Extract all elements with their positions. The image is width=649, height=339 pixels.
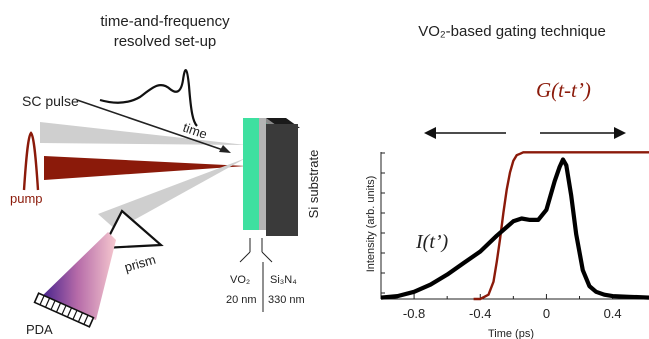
prism-icon	[101, 209, 164, 250]
gate-label: G(t-t’)	[536, 78, 591, 102]
x-tick-label: -0.8	[403, 306, 425, 321]
sample-stack	[243, 118, 300, 236]
y-axis-ticks	[381, 152, 385, 294]
x-axis-ticks: -0.8 -0.4 0 0.4	[380, 294, 647, 321]
si-substrate-layer	[266, 124, 298, 236]
y-axis-label: Intensity (arb. units)	[365, 176, 377, 273]
pump-beam	[44, 156, 246, 180]
vo2-material-label: VO₂	[230, 274, 250, 286]
photodiode-array-icon	[33, 292, 95, 328]
si3n4-layer	[259, 118, 266, 230]
probe-beam	[40, 122, 246, 145]
x-tick-label: 0.4	[604, 306, 622, 321]
setup-title-line2: resolved set-up	[114, 33, 217, 50]
substrate-label: Si substrate	[306, 150, 321, 219]
pump-label: pump	[10, 191, 43, 206]
time-arrowhead-icon	[219, 145, 231, 153]
right-arrow-icon	[614, 127, 626, 139]
vo2-layer	[243, 118, 259, 230]
x-tick-label: 0	[543, 306, 550, 321]
si3n4-thickness-label: 330 nm	[268, 294, 305, 306]
series-line-intensity	[380, 157, 649, 300]
gating-panel: VO₂-based gating technique -0.8 -0.4 0 0.4 …	[365, 23, 649, 339]
si3n4-material-label: Si₃N₄	[270, 274, 297, 286]
setup-title-line1: time-and-frequency	[100, 13, 230, 30]
left-arrow-icon	[424, 127, 436, 139]
dispersed-spectrum	[38, 232, 116, 320]
time-axis-arrow	[76, 99, 227, 152]
reflected-beam	[98, 158, 246, 230]
series-line-gate	[473, 151, 649, 301]
pda-label: PDA	[26, 322, 53, 337]
x-axis-label: Time (ps)	[488, 328, 534, 339]
x-tick-label: -0.4	[469, 306, 491, 321]
sc-pulse-trace	[99, 69, 198, 127]
vo2-thickness-label: 20 nm	[226, 294, 257, 306]
intensity-label: I(t’)	[415, 231, 449, 253]
prism-label: prism	[123, 252, 158, 275]
pump-pulse-icon	[22, 131, 40, 191]
setup-panel: time-and-frequency resolved set-up SC pu…	[10, 13, 321, 337]
sc-pulse-label: SC pulse	[22, 93, 79, 109]
gating-title: VO₂-based gating technique	[418, 23, 606, 40]
